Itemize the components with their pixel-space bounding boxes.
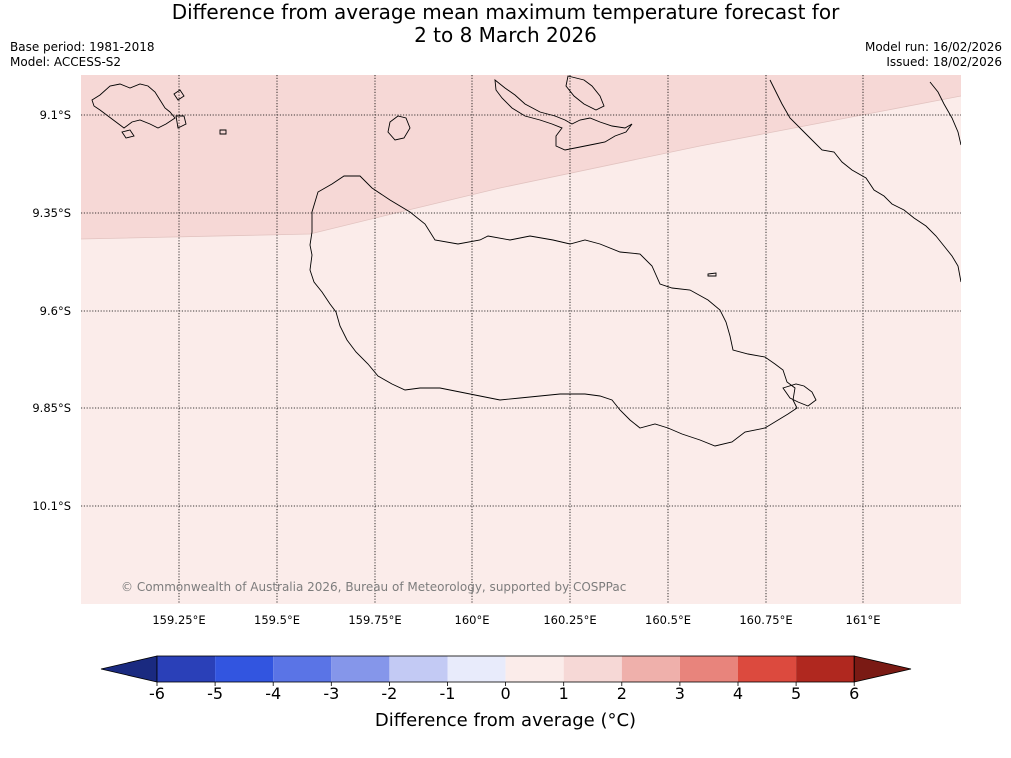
colorbar-tick-label: 0 <box>500 684 511 703</box>
colorbar-tick-label: -3 <box>323 684 340 703</box>
lat-label: 9.1°S <box>39 108 71 122</box>
island-russell <box>91 83 176 129</box>
island-guadalcanal <box>309 175 798 447</box>
colorbar-swatch <box>331 656 390 682</box>
lon-label: 159.5°E <box>254 613 300 627</box>
lat-label: 9.6°S <box>39 304 71 318</box>
colorbar-extend-low <box>100 655 158 683</box>
lon-label: 160.75°E <box>739 613 793 627</box>
colorbar-tick-label: -1 <box>439 684 456 703</box>
graticule <box>81 75 961 604</box>
lon-label: 160.5°E <box>645 613 691 627</box>
anomaly-zone-1-to-2 <box>81 75 961 239</box>
colorbar-extend-high <box>853 655 912 683</box>
colorbar-tick-label: -4 <box>265 684 282 703</box>
colorbar-swatch <box>738 656 797 682</box>
colorbar-label: Difference from average (°C) <box>374 710 637 731</box>
island-savo <box>387 115 411 141</box>
island-nggela <box>494 78 633 151</box>
colorbar-swatch <box>563 656 622 682</box>
map-title-line-1: Difference from average mean maximum tem… <box>171 0 840 24</box>
colorbar-tick-label: 4 <box>732 684 744 703</box>
colorbar-tick-label: -2 <box>381 684 398 703</box>
colorbar-tick-label: 3 <box>674 684 685 703</box>
map-title-line-2: 2 to 8 March 2026 <box>414 23 597 47</box>
lat-label: 9.35°S <box>32 206 71 220</box>
model-run: Model run: 16/02/2026 <box>864 40 1002 54</box>
model-name: Model: ACCESS-S2 <box>10 55 122 69</box>
islet-small <box>707 272 717 277</box>
colorbar-swatch <box>157 656 216 682</box>
colorbar-tick-label: -6 <box>149 684 165 703</box>
colorbar-swatch <box>389 656 448 682</box>
issued-date: Issued: 18/02/2026 <box>886 55 1002 69</box>
island-marau <box>782 383 817 407</box>
colorbar-tick-label: 6 <box>849 684 860 703</box>
lat-label: 10.1°S <box>32 499 71 513</box>
lon-label: 160.25°E <box>543 613 597 627</box>
colorbar-swatch <box>679 656 738 682</box>
colorbar-swatch <box>447 656 506 682</box>
colorbar-swatch <box>215 656 274 682</box>
lon-label: 159.75°E <box>348 613 402 627</box>
colorbar-tick-label: 2 <box>616 684 627 703</box>
colorbar-swatch <box>621 656 680 682</box>
lon-label: 161°E <box>845 613 881 627</box>
copyright-notice: © Commonwealth of Australia 2026, Bureau… <box>121 580 627 594</box>
colorbar-swatch <box>505 656 564 682</box>
colorbar-swatch <box>273 656 332 682</box>
island-malaita <box>769 79 961 283</box>
base-period: Base period: 1981-2018 <box>10 40 155 54</box>
anomaly-boundary <box>81 95 961 240</box>
colorbar-swatch <box>796 656 855 682</box>
lat-label: 9.85°S <box>32 401 71 415</box>
colorbar-tick-label: 1 <box>558 684 569 703</box>
colorbar-tick-label: 5 <box>791 684 802 703</box>
lon-label: 160°E <box>454 613 490 627</box>
colorbar <box>100 655 912 686</box>
colorbar-tick-label: -5 <box>207 684 224 703</box>
lon-label: 159.25°E <box>152 613 206 627</box>
